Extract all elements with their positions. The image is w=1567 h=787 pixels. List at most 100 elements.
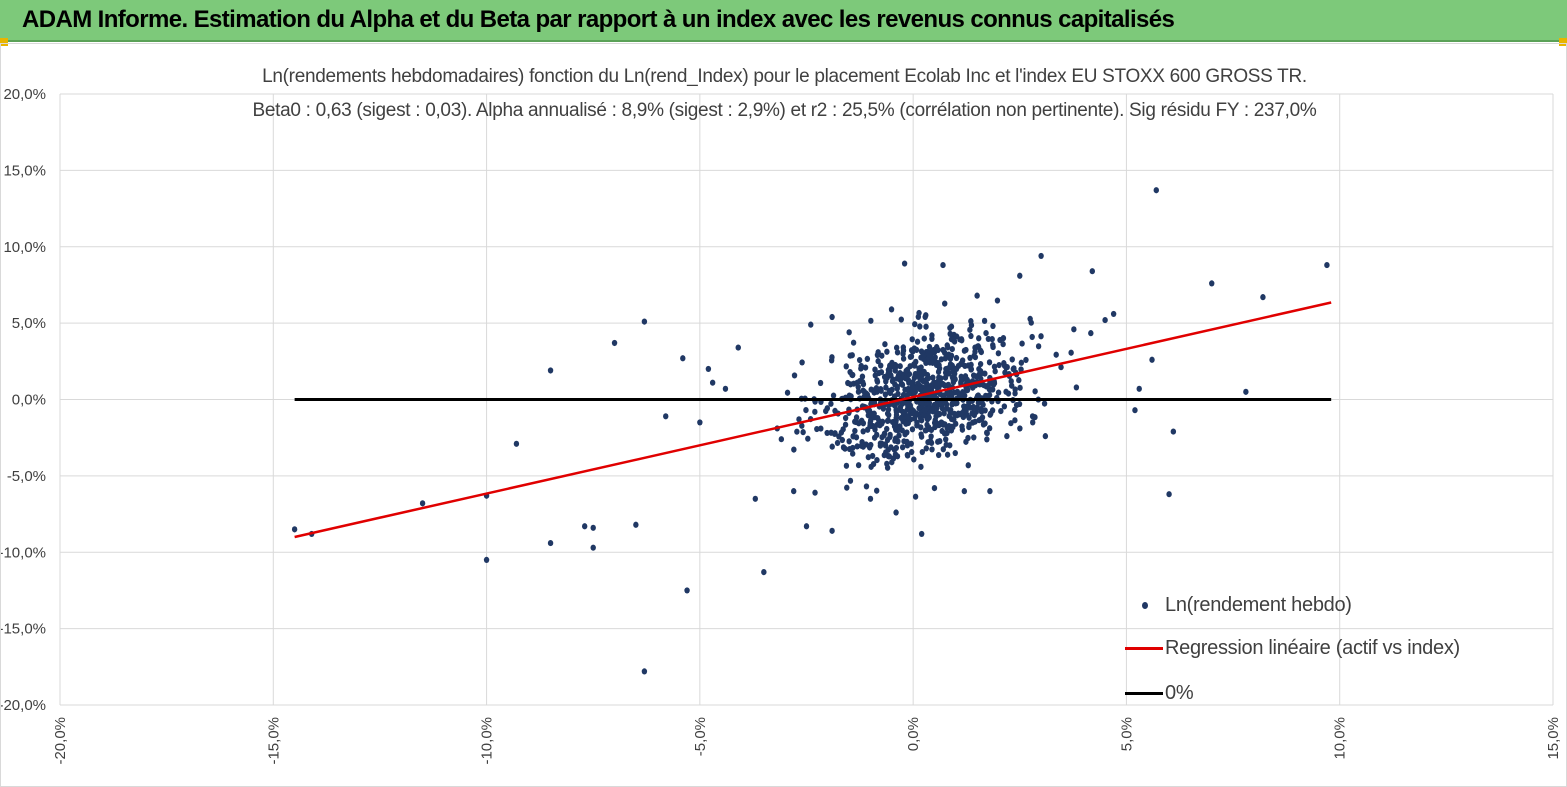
data-point	[878, 362, 884, 369]
data-point	[885, 406, 892, 413]
data-point	[832, 407, 838, 414]
data-point	[839, 436, 846, 444]
data-point	[922, 427, 929, 434]
data-point	[900, 408, 906, 416]
data-point	[916, 369, 923, 376]
data-point	[923, 376, 929, 383]
y-tick-label: -15,0%	[1, 621, 46, 638]
data-point	[823, 407, 829, 415]
data-point	[864, 426, 871, 433]
data-point	[940, 381, 947, 388]
data-point	[859, 417, 865, 424]
data-point	[882, 341, 888, 348]
data-point	[917, 323, 923, 330]
legend-regression-line-icon	[1125, 646, 1163, 650]
data-point	[722, 385, 729, 392]
data-point	[867, 495, 874, 502]
data-point	[419, 500, 426, 507]
data-point	[1110, 310, 1117, 318]
data-point	[791, 488, 797, 495]
data-point	[947, 442, 953, 449]
data-point	[968, 361, 974, 368]
data-point	[962, 362, 968, 370]
data-point	[966, 421, 972, 428]
data-point	[954, 412, 960, 419]
data-point	[972, 354, 979, 361]
data-point	[980, 421, 987, 428]
data-point	[883, 449, 889, 456]
data-point	[808, 321, 814, 328]
banner-corner-right	[1559, 38, 1567, 46]
data-point	[911, 415, 918, 422]
data-point	[963, 346, 969, 354]
data-point	[930, 403, 936, 411]
legend-item-points: Ln(rendement hebdo)	[1125, 590, 1352, 620]
data-point	[1012, 406, 1018, 413]
data-point	[892, 437, 898, 444]
y-tick-labels: 20,0% 15,0% 10,0% 5,0% 0,0% -5,0% -10,0% -15,0%…	[1, 86, 46, 714]
data-point	[892, 451, 899, 458]
data-point	[925, 412, 931, 419]
data-point	[908, 440, 914, 447]
data-point	[1018, 366, 1024, 373]
data-point	[840, 426, 846, 433]
data-point	[907, 379, 913, 386]
data-point	[879, 352, 885, 359]
data-point	[982, 392, 989, 399]
data-point	[847, 381, 854, 388]
data-point	[794, 428, 800, 435]
data-point	[846, 329, 852, 336]
data-point	[866, 444, 873, 451]
data-point	[923, 445, 929, 452]
data-point	[893, 344, 900, 351]
data-point	[1018, 359, 1025, 366]
data-point	[641, 668, 648, 675]
data-point	[896, 432, 902, 439]
data-point	[799, 422, 805, 429]
data-point	[828, 357, 835, 364]
data-point	[918, 431, 924, 438]
data-point	[954, 399, 960, 407]
data-point	[1260, 294, 1266, 301]
data-point	[928, 382, 934, 389]
data-point	[929, 359, 936, 366]
data-point	[947, 330, 953, 337]
data-point	[915, 313, 922, 321]
data-point	[849, 450, 856, 457]
data-point	[927, 437, 934, 445]
data-point	[860, 381, 867, 388]
data-point	[844, 484, 850, 491]
data-point	[1089, 268, 1096, 275]
data-point	[1012, 417, 1018, 424]
data-point	[872, 386, 879, 393]
data-point	[843, 462, 850, 469]
data-point	[854, 379, 860, 386]
data-point	[942, 374, 949, 381]
data-point	[862, 364, 869, 371]
banner-corner-left	[0, 38, 8, 46]
data-point	[926, 343, 933, 351]
data-point	[886, 411, 892, 419]
data-point	[663, 413, 669, 420]
data-point	[829, 527, 835, 534]
data-point	[893, 419, 899, 426]
legend-zero-line-icon	[1125, 691, 1163, 695]
data-point	[930, 374, 936, 381]
report-title: ADAM Informe. Estimation du Alpha et du …	[22, 6, 1175, 33]
data-point	[853, 414, 860, 421]
data-point	[874, 457, 880, 464]
chart-title-line-1: Ln(rendements hebdomadaires) fonction du…	[262, 66, 1307, 87]
data-point	[847, 477, 854, 484]
data-point	[878, 369, 885, 376]
data-point	[1013, 401, 1020, 409]
data-point	[1016, 377, 1022, 384]
data-point	[871, 414, 877, 421]
data-point	[1029, 413, 1036, 420]
data-point	[868, 317, 874, 324]
data-point	[1019, 340, 1025, 347]
data-point	[860, 428, 866, 435]
data-point	[1011, 365, 1017, 372]
data-point	[944, 342, 950, 349]
data-point	[684, 587, 690, 594]
report-banner: ADAM Informe. Estimation du Alpha et du …	[0, 0, 1567, 42]
